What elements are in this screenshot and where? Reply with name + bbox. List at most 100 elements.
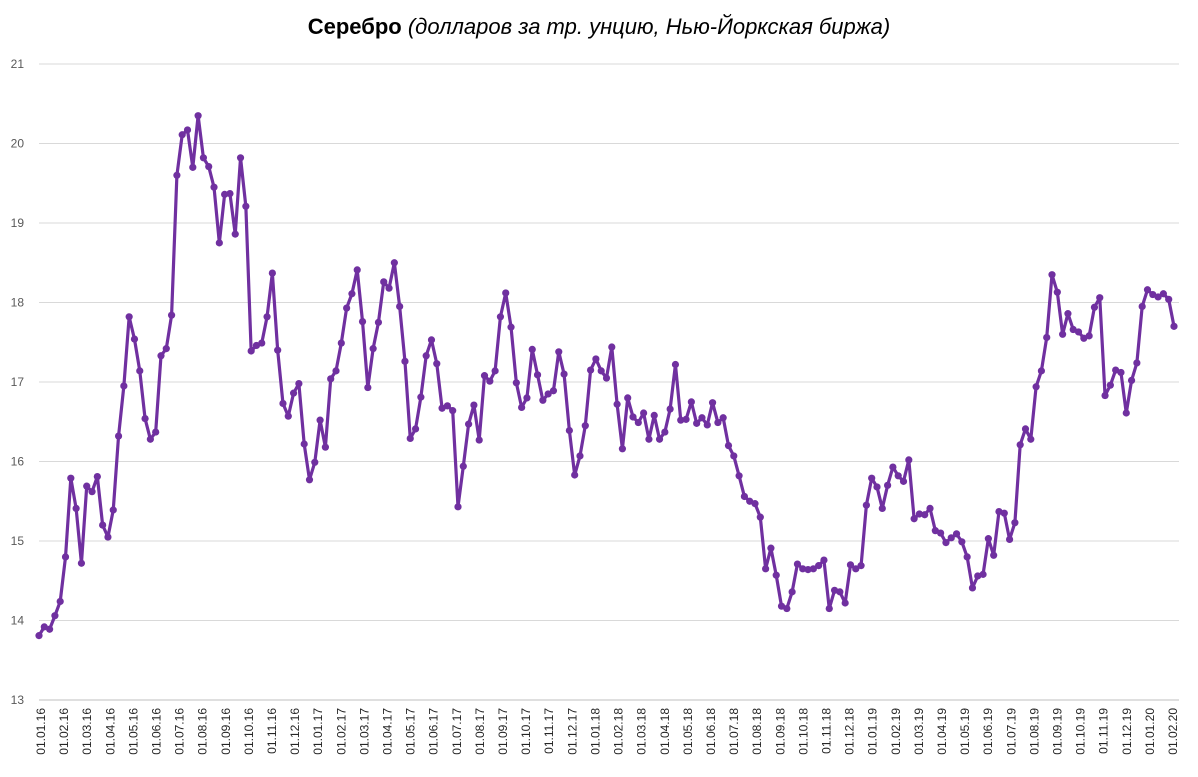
data-point: [724, 442, 733, 450]
data-point: [1122, 409, 1130, 417]
data-point: [571, 471, 579, 479]
grid-lines: [39, 63, 1179, 621]
data-point: [183, 126, 192, 134]
x-tick-label: 01.10.17: [519, 708, 533, 755]
data-point: [873, 483, 881, 491]
x-tick-label: 01.03.18: [635, 708, 649, 755]
data-point: [401, 357, 409, 365]
data-point: [226, 189, 234, 198]
data-point: [289, 389, 298, 397]
data-point: [173, 171, 181, 179]
data-point: [783, 604, 791, 613]
y-tick-label: 21: [11, 57, 25, 71]
data-point: [518, 403, 526, 412]
data-point: [1032, 383, 1040, 391]
data-point: [804, 566, 812, 574]
x-tick-label: 01.03.16: [80, 708, 94, 755]
data-point: [1096, 294, 1104, 302]
data-point: [533, 371, 542, 379]
data-point: [67, 474, 75, 482]
data-point: [852, 565, 860, 573]
data-point: [730, 452, 738, 460]
data-point: [984, 535, 992, 543]
data-point: [809, 565, 817, 573]
data-point: [905, 456, 913, 464]
data-point: [1016, 441, 1024, 449]
data-point: [358, 317, 367, 326]
data-point: [772, 571, 780, 579]
data-point: [1133, 359, 1141, 367]
data-point: [242, 202, 250, 210]
series-layer: [35, 112, 1178, 640]
data-point: [708, 399, 717, 407]
data-point: [109, 506, 117, 514]
data-point: [549, 387, 558, 395]
x-tick-label: 01.02.16: [57, 708, 71, 755]
x-tick-label: 01.09.16: [219, 708, 233, 755]
data-point: [146, 435, 154, 443]
data-point: [539, 396, 547, 404]
data-point: [1043, 333, 1051, 342]
data-point: [348, 290, 356, 298]
x-tick-label: 01.01.18: [588, 708, 602, 755]
x-tick-label: 01.01.19: [866, 708, 880, 755]
data-point: [369, 345, 377, 353]
data-point: [332, 367, 340, 375]
data-point: [576, 452, 584, 460]
x-tick-label: 01.12.16: [288, 708, 302, 755]
x-tick-label: 01.06.18: [704, 708, 718, 755]
data-point: [947, 534, 955, 542]
data-point: [300, 440, 308, 448]
data-point: [677, 416, 685, 424]
data-point: [449, 407, 457, 415]
data-point: [613, 400, 621, 408]
x-tick-label: 01.12.18: [843, 708, 857, 755]
data-point: [321, 443, 329, 451]
data-point: [93, 473, 101, 481]
data-point: [491, 367, 499, 375]
data-point: [793, 560, 802, 568]
data-point: [443, 402, 451, 410]
data-point: [645, 435, 653, 443]
x-tick-label: 01.12.19: [1120, 708, 1134, 755]
data-point: [475, 436, 483, 444]
data-point: [762, 565, 770, 573]
data-point: [56, 597, 64, 606]
x-tick-label: 01.02.19: [889, 708, 903, 755]
data-point: [868, 474, 876, 482]
data-point: [130, 335, 139, 343]
x-tick-label: 01.08.16: [196, 708, 210, 755]
x-tick-label: 01.08.17: [473, 708, 487, 755]
x-tick-label: 01.07.19: [1004, 708, 1018, 755]
data-point: [788, 588, 796, 596]
data-point: [979, 570, 987, 578]
data-point: [1011, 519, 1019, 527]
y-tick-label: 16: [11, 455, 25, 469]
data-point: [61, 553, 70, 561]
data-point: [199, 154, 208, 162]
data-point: [878, 504, 886, 512]
data-point: [592, 355, 600, 363]
data-point: [279, 399, 287, 408]
data-point: [343, 304, 351, 312]
data-point: [1037, 367, 1046, 375]
data-point: [952, 530, 961, 538]
data-point: [1053, 288, 1061, 296]
data-point: [274, 346, 282, 354]
data-point: [884, 481, 892, 489]
data-point: [194, 112, 202, 120]
data-point: [682, 415, 690, 423]
x-tick-label: 01.09.19: [1050, 708, 1064, 755]
x-tick-label: 01.02.17: [334, 708, 348, 755]
data-point: [693, 419, 701, 427]
data-point: [528, 345, 536, 353]
x-tick-label: 01.04.16: [103, 708, 117, 755]
data-point: [46, 625, 54, 633]
x-tick-label: 01.05.19: [958, 708, 972, 755]
x-tick-label: 01.02.18: [612, 708, 626, 755]
x-tick-label: 01.05.18: [681, 708, 695, 755]
data-point: [51, 612, 59, 620]
data-point: [258, 339, 266, 347]
data-point: [502, 289, 510, 297]
data-point: [565, 426, 573, 435]
